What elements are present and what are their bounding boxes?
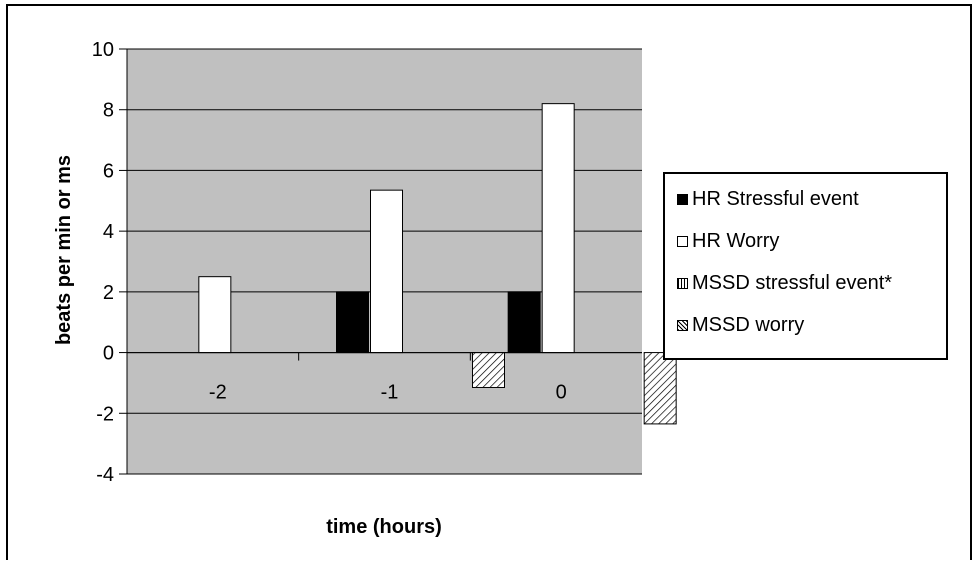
y-tick-label: 8	[103, 100, 114, 122]
mssd-worry-bar	[472, 352, 505, 388]
chart-frame	[6, 4, 972, 560]
legend-label: MSSD stressful event*	[692, 271, 893, 294]
hr-stressful-bar	[336, 291, 369, 354]
legend-swatch	[677, 277, 688, 289]
x-axis-label: time (hours)	[326, 516, 442, 538]
legend-swatch	[677, 319, 688, 331]
y-tick-label: 4	[103, 221, 114, 243]
y-tick-label: 0	[103, 343, 114, 365]
legend-hr-worry: HR Worry	[677, 226, 779, 256]
y-tick-label: -2	[96, 403, 114, 425]
legend: HR Stressful event HR Worry MSSD stressful…	[663, 172, 948, 360]
hr-stressful-bar	[507, 291, 541, 354]
legend-hr-stressful: HR Stressful event	[677, 184, 859, 214]
legend-label: MSSD worry	[692, 313, 805, 336]
legend-label: HR Worry	[692, 229, 780, 252]
x-tick-label: 0	[556, 382, 567, 404]
legend-swatch	[677, 235, 688, 247]
mssd-worry-bar	[643, 352, 677, 425]
legend-label: HR Stressful event	[692, 187, 859, 210]
y-tick-label: 10	[92, 39, 114, 61]
legend-swatch	[677, 193, 688, 205]
y-tick-label: 6	[103, 160, 114, 182]
legend-mssd-stressful: MSSD stressful event*	[677, 268, 892, 298]
x-tick-label: -2	[209, 382, 227, 404]
y-tick-label: 2	[103, 282, 114, 304]
y-axis-label: beats per min or ms	[53, 155, 75, 345]
y-tick-label: -4	[96, 464, 114, 486]
hr-worry-bar	[541, 103, 575, 354]
hr-worry-bar	[198, 276, 232, 354]
legend-mssd-worry: MSSD worry	[677, 310, 804, 340]
x-tick-label: -1	[381, 382, 399, 404]
hr-worry-bar	[370, 189, 403, 354]
